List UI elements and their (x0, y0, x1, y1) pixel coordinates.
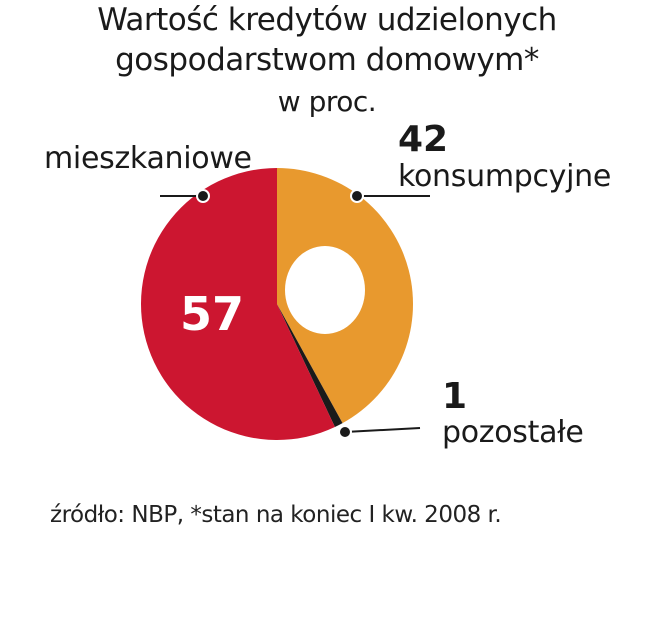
slice-label-mieszkaniowe: mieszkaniowe (44, 141, 252, 176)
pie-slice-mieszkaniowe (141, 168, 335, 441)
slice-value-mieszkaniowe: 57 (180, 287, 245, 341)
leader-dot-mieszkaniowe (196, 189, 210, 203)
source-note: źródło: NBP, *stan na koniec I kw. 2008 … (50, 502, 502, 528)
slice-value-pozostale: 1 (442, 376, 468, 417)
slice-value-konsumpcyjne: 42 (398, 119, 449, 160)
chart-title-line-1: Wartość kredytów udzielonych (97, 2, 557, 38)
leader-dot-pozostale (338, 425, 352, 439)
leader-dot-konsumpcyjne (350, 189, 364, 203)
chart-title-line-2: gospodarstwom domowym* (115, 42, 539, 78)
chart-subtitle: w proc. (277, 85, 377, 118)
leader-line-pozostale (344, 427, 421, 433)
pie-slice-pozostałe (277, 304, 343, 428)
donut-hole (285, 246, 365, 334)
slice-label-pozostale: pozostałe (442, 415, 584, 450)
slice-label-konsumpcyjne: konsumpcyjne (398, 159, 612, 194)
